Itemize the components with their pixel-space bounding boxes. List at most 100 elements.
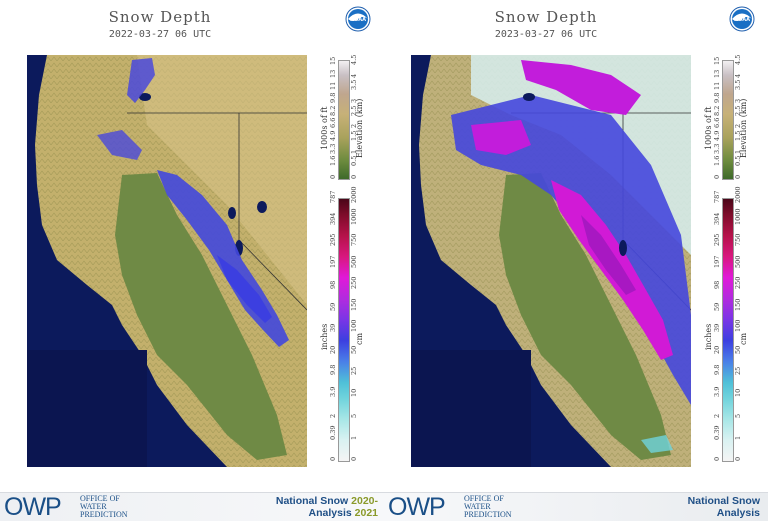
tick-left: 8.2 [713,105,721,116]
tick-right: 3.5 [350,79,358,91]
footer-left: OWP OFFICE OF WATER PREDICTION National … [0,493,384,521]
tick-right: 250 [734,276,742,289]
tick-right: 4 [350,73,358,78]
tick-right: 750 [350,233,358,246]
tick-left: 6.6 [329,117,337,129]
noaa-logo-icon: NOAA [729,6,755,32]
tick-left: 0 [713,456,721,461]
tick-left: 0 [713,174,721,179]
map-title: Snow Depth [494,8,598,26]
snow-depth-colorbar [338,198,350,462]
tick-right: 0.5 [350,155,358,167]
tick-right: 2.5 [734,105,742,116]
tick-left: 13 [713,69,721,78]
tick-right: 25 [734,366,742,375]
tick-left: 1.6 [329,155,337,167]
tick-right: 500 [734,255,742,268]
tick-left: 394 [713,212,721,225]
tick-left: 787 [329,190,337,203]
tick-right: 1000 [350,207,358,225]
tick-right: 50 [734,345,742,354]
tick-right: 3 [350,98,358,103]
tick-left: 394 [329,212,337,225]
tick-right: 2 [734,124,742,129]
tick-right: 3 [734,98,742,103]
tick-right: 0.5 [734,155,742,167]
tick-right: 1 [350,435,358,440]
tick-left: 0.39 [713,425,721,440]
tick-left: 1.6 [713,155,721,167]
tick-left: 3.3 [713,143,721,154]
tick-left: 9.8 [713,364,721,375]
tick-left: 59 [713,302,721,311]
tick-right: 500 [350,255,358,268]
tick-left: 98 [713,280,721,289]
tick-left: 13 [329,69,337,78]
tick-right: 750 [734,233,742,246]
tick-left: 0 [329,456,337,461]
elevation-ft-axis-label: 1000s of ft [320,106,329,150]
tick-left: 4.9 [713,130,721,141]
tick-right: 1.5 [350,130,358,141]
tick-right: 4.5 [350,54,358,65]
tick-left: 2 [713,413,721,418]
tick-left: 15 [329,56,337,65]
tick-right: 1 [350,149,358,154]
owp-logo: OWP [4,493,62,521]
nsa-label: National Snow Analysis [687,495,760,519]
tick-left: 11 [329,82,337,91]
snow-cm-axis-label: cm [739,332,748,345]
map-title: Snow Depth [108,8,212,26]
tick-right: 5 [350,413,358,418]
tick-left: 20 [329,345,337,354]
tick-right: 150 [350,298,358,311]
owp-subtitle: OFFICE OF WATER PREDICTION [464,494,512,519]
tick-left: 295 [329,233,337,246]
tick-right: 0 [350,456,358,461]
tick-right: 0 [350,174,358,179]
map-date: 2022-03-27 06 UTC [108,29,212,40]
tick-right: 2000 [734,186,742,203]
tick-left: 39 [713,323,721,332]
tick-left: 197 [713,255,721,268]
tick-left: 3.3 [329,143,337,154]
tick-left: 295 [713,233,721,246]
tick-right: 10 [734,388,742,397]
tick-left: 39 [329,323,337,332]
footer-right: OWP OFFICE OF WATER PREDICTION National … [384,493,768,521]
tick-right: 1 [734,435,742,440]
snow-inches-axis-label: inches [704,323,713,350]
tick-left: 15 [713,56,721,65]
tick-right: 0 [734,456,742,461]
tick-right: 1.5 [734,130,742,141]
tick-right: 100 [734,319,742,332]
svg-text:NOAA: NOAA [734,17,750,23]
tick-left: 8.2 [329,105,337,116]
tick-right: 0 [734,174,742,179]
owp-logo: OWP [388,493,446,521]
tick-right: 2000 [350,186,358,203]
tick-right: 250 [350,276,358,289]
snow-depth-colorbar [722,198,734,462]
tick-right: 4.5 [734,54,742,65]
tick-right: 10 [350,388,358,397]
tick-right: 50 [350,345,358,354]
right-panel: Snow Depth 2023-03-27 06 UTC NOAA [384,0,768,492]
tick-left: 98 [329,280,337,289]
footer-banner: OWP OFFICE OF WATER PREDICTION National … [0,492,768,521]
tick-left: 3.9 [713,386,721,397]
tick-left: 197 [329,255,337,268]
tick-right: 25 [350,366,358,375]
tick-right: 5 [734,413,742,418]
nsa-label: National Snow 2020- Analysis 2021 [275,495,378,519]
elevation-ft-axis-label: 1000s of ft [704,106,713,150]
tick-right: 3.5 [734,79,742,91]
tick-left: 6.6 [713,117,721,129]
tick-right: 2.5 [350,105,358,116]
owp-subtitle: OFFICE OF WATER PREDICTION [80,494,128,519]
tick-right: 4 [734,73,742,78]
tick-left: 3.9 [329,386,337,397]
tick-left: 9.8 [329,92,337,103]
map-date: 2023-03-27 06 UTC [494,29,598,40]
elevation-colorbar [338,60,350,180]
